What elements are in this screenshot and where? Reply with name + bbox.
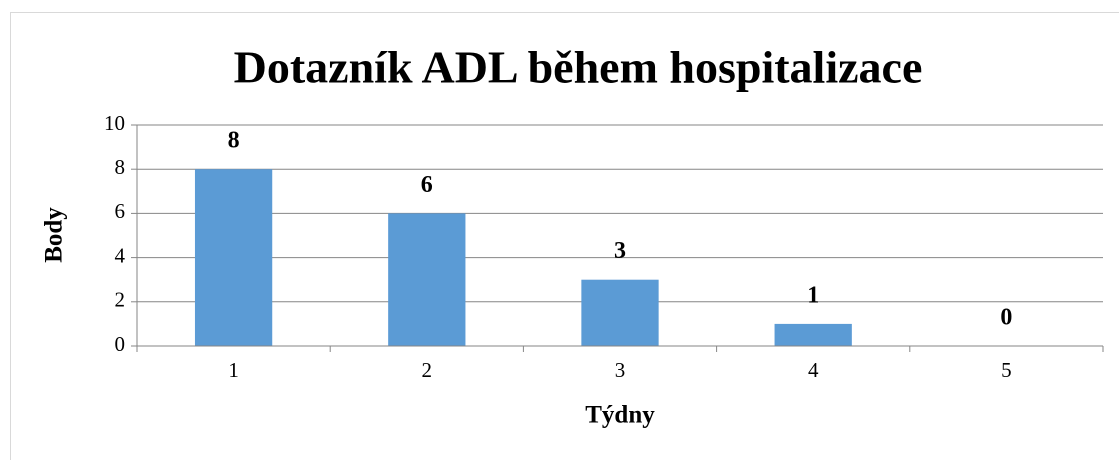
y-tick-label: 4: [115, 243, 126, 267]
x-tick-label: 2: [422, 358, 433, 382]
x-axis-title: Týdny: [585, 402, 655, 429]
x-tick-label: 5: [1001, 358, 1012, 382]
bar: [388, 213, 466, 346]
y-tick-label: 2: [115, 288, 126, 312]
bar: [194, 169, 273, 346]
data-label: 0: [1000, 305, 1012, 331]
bar: [774, 323, 852, 346]
y-tick-label: 10: [104, 111, 125, 135]
data-label: 8: [228, 128, 240, 154]
y-tick-label: 8: [115, 155, 126, 179]
x-tick-label: 4: [808, 358, 819, 382]
x-tick-label: 1: [228, 358, 239, 382]
data-label: 6: [421, 172, 433, 198]
data-label: 1: [807, 282, 819, 308]
bar: [581, 279, 659, 346]
x-tick-label: 3: [615, 358, 626, 382]
y-axis-title: Body: [41, 207, 68, 263]
y-tick-label: 6: [115, 199, 126, 223]
chart-title: Dotazník ADL během hospitalizace: [234, 42, 923, 93]
data-label: 3: [614, 238, 626, 264]
chart-frame: [10, 12, 1119, 460]
y-tick-label: 0: [115, 332, 126, 356]
